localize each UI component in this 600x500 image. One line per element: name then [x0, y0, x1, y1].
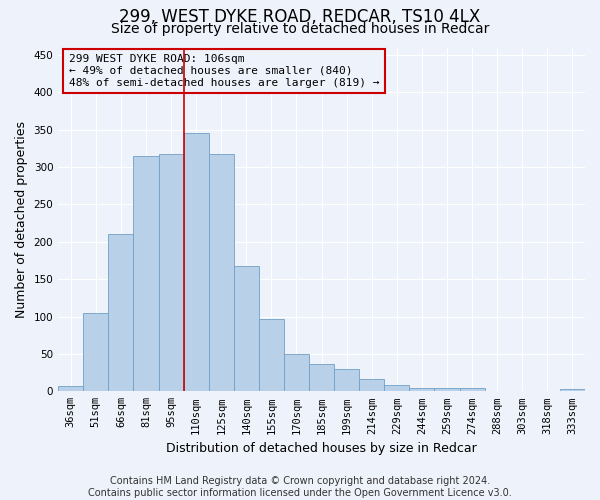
Bar [109, 234, 133, 392]
Bar [83, 313, 109, 392]
Bar [259, 319, 284, 392]
Y-axis label: Number of detached properties: Number of detached properties [15, 121, 28, 318]
Bar [209, 154, 234, 392]
Bar [434, 388, 460, 392]
Bar [535, 390, 560, 392]
Text: Contains HM Land Registry data © Crown copyright and database right 2024.
Contai: Contains HM Land Registry data © Crown c… [88, 476, 512, 498]
Bar [560, 389, 585, 392]
Bar [58, 386, 83, 392]
Bar [385, 384, 409, 392]
Text: 299 WEST DYKE ROAD: 106sqm
← 49% of detached houses are smaller (840)
48% of sem: 299 WEST DYKE ROAD: 106sqm ← 49% of deta… [69, 54, 379, 88]
Bar [359, 380, 385, 392]
Bar [409, 388, 434, 392]
Bar [133, 156, 158, 392]
Bar [184, 134, 209, 392]
Bar [158, 154, 184, 392]
Bar [234, 266, 259, 392]
Bar [460, 388, 485, 392]
Text: Size of property relative to detached houses in Redcar: Size of property relative to detached ho… [111, 22, 489, 36]
Bar [309, 364, 334, 392]
Bar [284, 354, 309, 392]
Bar [485, 390, 510, 392]
Bar [510, 390, 535, 392]
X-axis label: Distribution of detached houses by size in Redcar: Distribution of detached houses by size … [166, 442, 477, 455]
Text: 299, WEST DYKE ROAD, REDCAR, TS10 4LX: 299, WEST DYKE ROAD, REDCAR, TS10 4LX [119, 8, 481, 26]
Bar [334, 369, 359, 392]
